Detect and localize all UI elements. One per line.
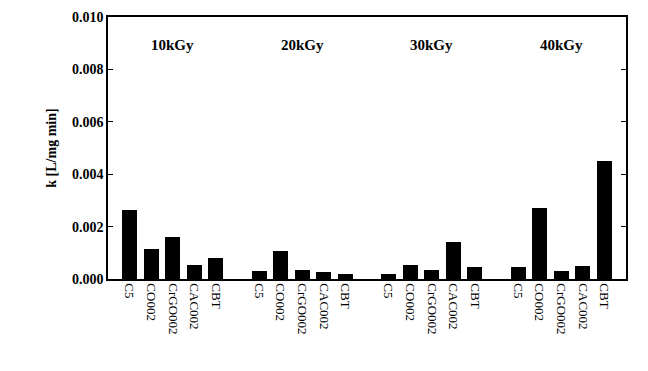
svg-text:CO002: CO002 (144, 283, 159, 321)
svg-text:CrGO002: CrGO002 (425, 283, 440, 334)
svg-text:CBT: CBT (338, 283, 353, 308)
svg-text:0.010: 0.010 (72, 10, 104, 25)
svg-text:CO002: CO002 (403, 283, 418, 321)
svg-text:CAC002: CAC002 (317, 283, 332, 329)
svg-text:CAC002: CAC002 (446, 283, 461, 329)
svg-text:C5: C5 (381, 283, 396, 298)
svg-text:10kGy: 10kGy (151, 37, 194, 53)
svg-text:CAC002: CAC002 (187, 283, 202, 329)
svg-text:CBT: CBT (597, 283, 612, 308)
svg-text:0.002: 0.002 (72, 220, 104, 235)
svg-text:C5: C5 (511, 283, 526, 298)
svg-text:0.008: 0.008 (72, 62, 104, 77)
svg-text:0.006: 0.006 (72, 115, 104, 130)
svg-text:CrGO002: CrGO002 (295, 283, 310, 334)
svg-text:CO002: CO002 (273, 283, 288, 321)
svg-text:20kGy: 20kGy (281, 37, 324, 53)
svg-text:CBT: CBT (209, 283, 224, 308)
svg-text:0.004: 0.004 (72, 167, 104, 182)
svg-text:C5: C5 (122, 283, 137, 298)
svg-text:CrGO002: CrGO002 (166, 283, 181, 334)
svg-text:C5: C5 (252, 283, 267, 298)
svg-text:40kGy: 40kGy (540, 37, 583, 53)
svg-text:CO002: CO002 (532, 283, 547, 321)
svg-text:CBT: CBT (468, 283, 483, 308)
svg-text:k [L/mg min]: k [L/mg min] (44, 108, 59, 187)
svg-text:30kGy: 30kGy (410, 37, 453, 53)
svg-text:CAC002: CAC002 (576, 283, 591, 329)
svg-text:0.000: 0.000 (72, 272, 104, 287)
svg-text:CrGO002: CrGO002 (554, 283, 569, 334)
